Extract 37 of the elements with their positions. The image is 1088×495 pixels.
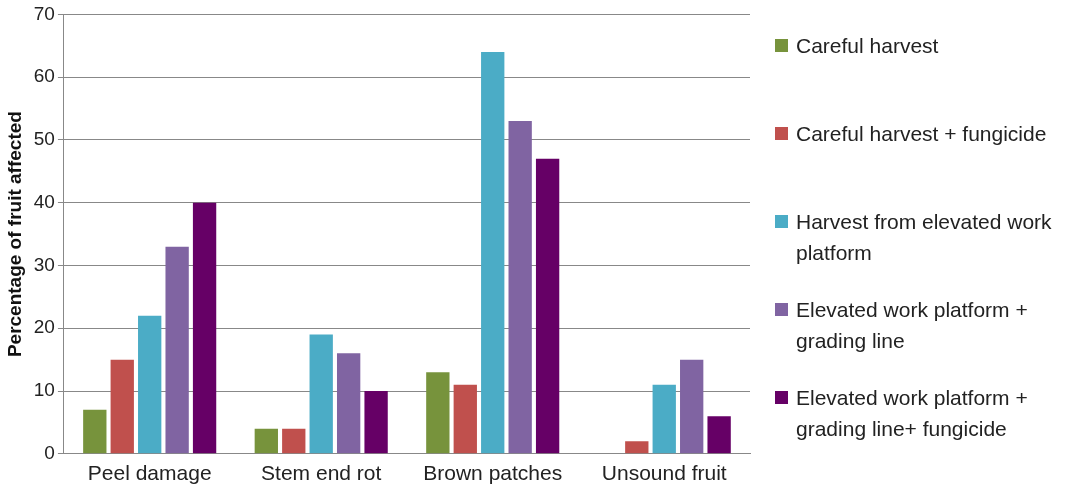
- bar: [426, 372, 450, 454]
- legend-label: Harvest from elevated work platform: [796, 209, 1053, 266]
- bar: [625, 441, 649, 454]
- y-tick-label: 20: [33, 316, 55, 338]
- bar: [165, 246, 189, 454]
- bar: [364, 391, 388, 454]
- y-tick-label: 30: [33, 253, 55, 275]
- bar: [680, 359, 704, 454]
- bar: [707, 416, 731, 454]
- legend-label: Careful harvest + fungicide: [796, 121, 1048, 147]
- bar: [453, 384, 477, 454]
- y-axis-title: Percentage of fruit affected: [3, 111, 25, 358]
- bar: [138, 315, 162, 454]
- x-tick-label: Unsound fruit: [601, 461, 727, 485]
- bar: [336, 353, 361, 454]
- legend-label: Careful harvest: [796, 33, 940, 59]
- x-tick-label: Stem end rot: [261, 461, 382, 485]
- bar: [83, 409, 107, 454]
- legend-label: Elevated work platform + grading line: [796, 297, 1029, 354]
- bar: [481, 52, 505, 454]
- y-tick-label: 50: [33, 128, 55, 150]
- legend-label: Elevated work platform + grading line+ fungicide: [796, 385, 1029, 442]
- bar: [535, 158, 560, 454]
- y-tick-label: 70: [33, 2, 55, 24]
- bar: [254, 428, 278, 454]
- bar: [309, 334, 333, 454]
- bar: [192, 202, 217, 454]
- y-tick-label: 40: [33, 190, 55, 212]
- bar: [282, 428, 306, 454]
- x-tick-label: Peel damage: [87, 461, 212, 485]
- bar: [652, 384, 676, 454]
- y-tick-label: 0: [44, 442, 55, 464]
- y-tick-label: 10: [33, 379, 55, 401]
- bar: [110, 359, 134, 454]
- y-tick-label: 60: [33, 65, 55, 87]
- bar: [508, 121, 532, 454]
- x-tick-label: Brown patches: [423, 461, 563, 485]
